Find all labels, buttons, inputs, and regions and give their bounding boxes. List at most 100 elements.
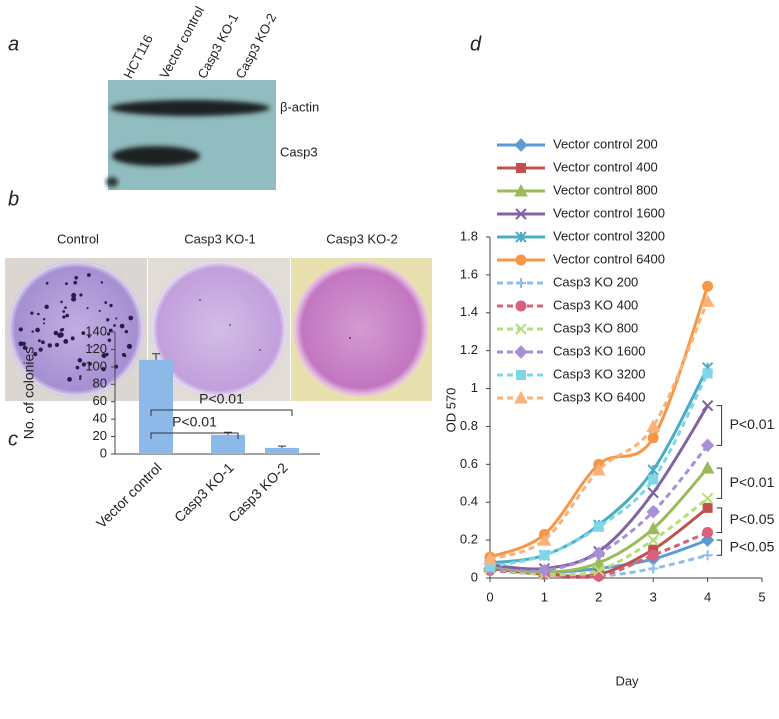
y-tick-label: 1.6 [460,266,478,281]
legend-label: Vector control 800 [553,182,658,197]
x-axis-label: Day [615,673,639,688]
series-line [489,372,709,569]
colony [109,303,113,308]
colony [59,328,63,332]
marker [592,546,606,561]
colony [65,282,68,286]
marker [483,552,497,565]
colony [107,338,112,342]
x-tick-label: 0 [486,589,493,604]
colony [37,339,41,343]
plate-label: Casp3 KO-1 [184,231,256,246]
legend-label: Vector control 400 [553,159,658,174]
colony [30,311,34,315]
y-tick-label: 0.8 [460,418,478,433]
significance-bracket [716,539,723,556]
colony [349,337,351,339]
y-tick-label: 40 [93,411,107,426]
panel-label: b [8,188,19,210]
marker [702,280,714,292]
y-tick-label: 0 [100,445,107,460]
y-tick-label: 0 [471,569,478,584]
colony [87,273,91,277]
colony [75,365,80,370]
legend-label: Casp3 KO 400 [553,297,638,312]
colony [100,281,104,284]
legend-label: Vector control 6400 [553,251,665,266]
colony [31,330,34,333]
significance-bracket [150,409,293,416]
colony [37,312,40,316]
colony [87,335,91,338]
marker [701,399,714,412]
band-label: Casp3 [280,144,318,159]
colony [22,345,28,350]
colony [70,336,75,341]
marker [516,370,526,380]
colony [229,324,231,326]
marker [701,492,714,505]
marker [647,464,659,476]
x-tick-label: 3 [650,589,657,604]
y-tick-label: 0.2 [460,532,478,547]
y-axis-label: No. of colonies [21,347,37,440]
colony [115,317,118,320]
legend-label: Casp3 KO 1600 [553,343,646,358]
blot-membrane [108,80,276,190]
marker [700,461,715,474]
colony [106,318,110,322]
colony [123,354,127,358]
error-bar [278,445,286,448]
marker [593,564,605,577]
colony [67,376,72,382]
legend-label: Casp3 KO 6400 [553,389,646,404]
legend-label: Casp3 KO 3200 [553,366,646,381]
colony [71,292,77,298]
marker [539,550,550,561]
marker [646,419,661,432]
series-line [489,404,709,571]
plate [7,260,145,398]
marker [702,502,713,513]
annotation: P<0.05 [730,511,775,527]
colony [98,309,101,312]
marker [537,533,552,546]
bar [211,434,245,454]
colony [38,347,43,352]
marker [647,549,659,561]
colony [77,358,83,363]
y-tick-label: 140 [85,323,107,338]
marker [591,555,606,569]
significance-bracket [716,467,723,499]
colony [104,301,108,304]
colony [33,352,38,357]
y-tick-label: 20 [93,428,107,443]
significance-bracket [150,432,239,439]
marker [647,432,659,444]
marker [646,521,661,535]
y-axis-label: OD 570 [443,388,458,433]
colony [81,362,87,367]
marker [646,504,660,519]
plate [293,261,429,397]
marker [700,438,715,453]
colony [101,367,106,372]
marker [514,138,528,152]
y-tick-label: 120 [85,341,107,356]
y-tick-label: 100 [85,358,107,373]
colony [79,293,83,297]
y-tick-label: 60 [93,393,107,408]
x-tick-label: 1 [541,589,548,604]
marker [514,183,528,197]
colony [199,299,201,301]
marker [648,563,659,574]
colony [71,296,77,302]
significance-bracket [716,507,723,534]
colony [41,340,45,345]
plate [150,260,288,398]
marker [648,474,659,485]
colony [44,304,49,310]
marker [516,278,526,288]
colony [63,339,69,344]
